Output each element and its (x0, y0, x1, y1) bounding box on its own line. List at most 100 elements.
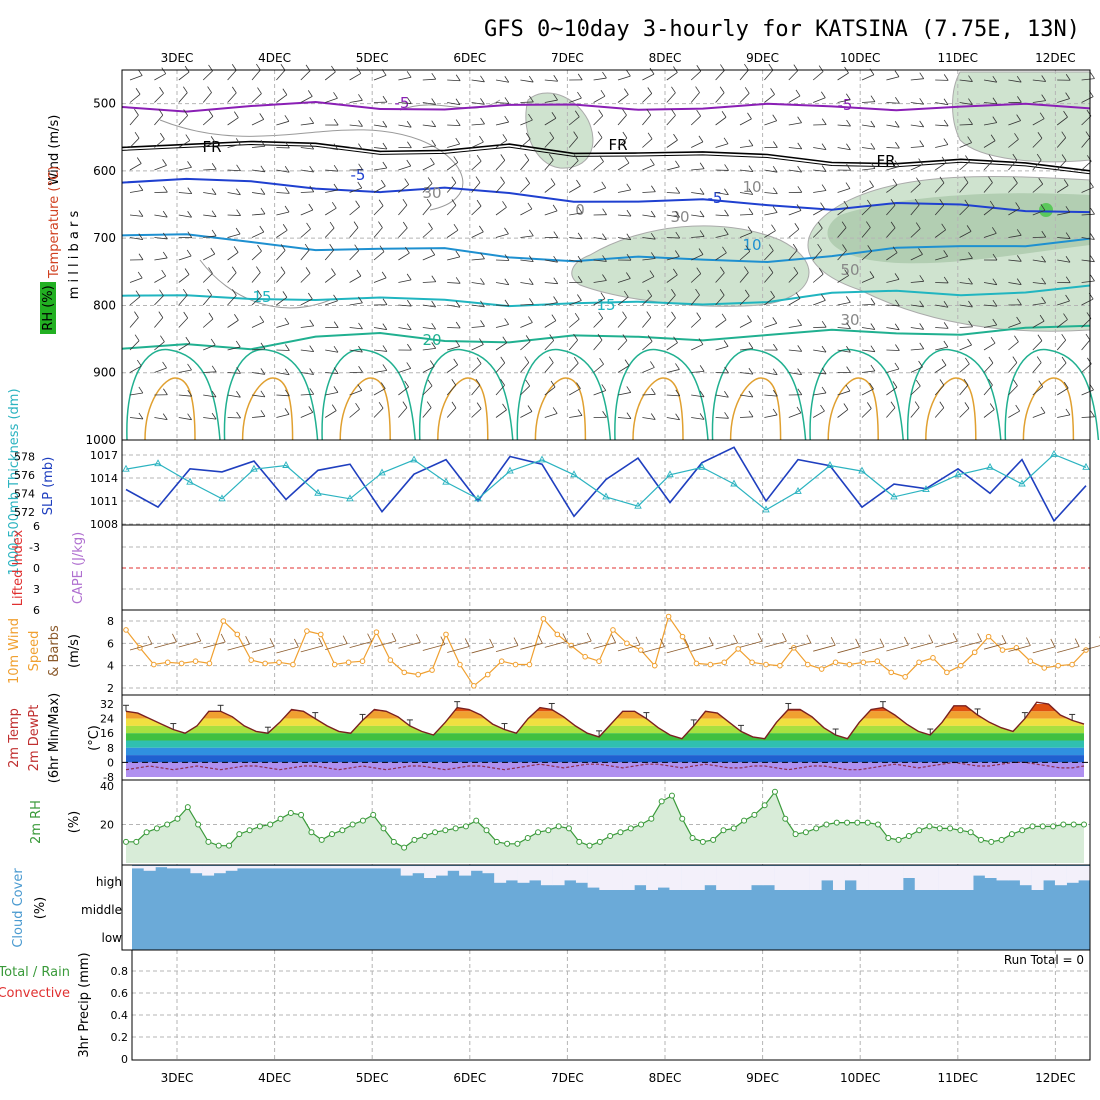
wind-speed-marker (818, 666, 825, 672)
wind-barb-shaft (934, 182, 945, 193)
surface-wind-barb (227, 643, 250, 651)
surface-wind-barb-flag (904, 636, 909, 646)
wind-barb-shaft (861, 186, 874, 193)
wind-barb-flag (577, 409, 583, 416)
rh-marker (936, 825, 943, 832)
contour-label: FR (608, 136, 627, 154)
wind-barb-shaft (642, 341, 653, 351)
wind-barb-shaft (495, 342, 508, 351)
surface-wind-barb (983, 642, 1007, 650)
wind-barb-flag (647, 132, 653, 140)
wind-barb-flag (455, 74, 461, 81)
wind-barb-flag (402, 198, 408, 206)
wind-barb-shaft (544, 184, 556, 193)
wind-barb-flag (675, 160, 680, 168)
rh-marker (123, 838, 129, 845)
wind-barb-flag (992, 97, 998, 104)
wind-barb-shaft (690, 318, 701, 328)
surface-wind-barb (715, 642, 738, 650)
wind-barb-shaft (666, 274, 678, 283)
thickness-marker (1082, 462, 1090, 470)
surface-wind-barb (788, 642, 811, 650)
temp-tick-label: 0 (107, 756, 114, 769)
boundary-contour (144, 377, 196, 441)
wind-barb-shaft (300, 147, 314, 150)
wind-barb-shaft (202, 318, 214, 328)
wind-barb-flag (675, 363, 680, 370)
wind-barb-shaft (520, 341, 531, 351)
wind-barb-flag (504, 97, 510, 104)
wind-barb-flag (990, 134, 996, 141)
wind-barb-shaft (398, 165, 411, 171)
surface-wind-barb (520, 642, 543, 650)
wind-barb-flag (772, 165, 778, 173)
rh-marker (535, 829, 542, 836)
wind-barb-shaft (739, 118, 752, 126)
cloud-high-gap (143, 866, 156, 871)
wind-barb-flag (577, 255, 583, 263)
wind-speed-marker (637, 647, 644, 653)
wind-barb-shaft (349, 73, 362, 81)
wind-barb-shaft (788, 95, 801, 103)
wind-barb-shaft (227, 70, 237, 81)
wind-barb-flag (722, 246, 727, 254)
wind-barb-shaft (325, 189, 339, 193)
rh-marker (782, 815, 789, 822)
wind-barb-shaft (1056, 319, 1068, 328)
wind-barb-flag (210, 136, 216, 143)
wind-barb-flag (455, 137, 461, 145)
surface-wind-barb-flag (1001, 635, 1007, 644)
thickness-marker (634, 501, 642, 509)
wind-barb-flag (427, 177, 433, 184)
wind-speed-marker (582, 653, 588, 660)
thickness-marker (602, 492, 610, 500)
wind-barb-shaft (1008, 362, 1018, 373)
surface-wind-barb-flag (660, 638, 665, 647)
wind-barb-flag (453, 358, 459, 366)
wind-barb-shaft (276, 413, 290, 418)
wind-barb-flag (502, 134, 508, 141)
bottom-date-label: 5DEC (356, 1071, 389, 1085)
wind-barb-flag (943, 322, 949, 329)
wind-barb-flag (916, 177, 921, 184)
wind-barb-shaft (495, 324, 509, 328)
wind-barb-shaft (447, 256, 460, 261)
wind-barb-shaft (739, 416, 754, 418)
rh-marker (668, 792, 675, 799)
wind-barb-flag (427, 379, 433, 387)
surface-wind-barb (251, 645, 275, 653)
wind-barb-flag (622, 131, 628, 139)
wind-barb-flag (671, 311, 676, 319)
temp-line (125, 701, 1085, 740)
wind-speed-marker (971, 649, 978, 656)
wind-barb-flag (553, 255, 558, 263)
wind-barb-shaft (422, 304, 436, 308)
wind-barb-flag (380, 179, 386, 187)
cloud-level-label: low (102, 931, 123, 945)
wind-barb-shaft (959, 257, 973, 261)
wind-barb-flag (675, 413, 680, 420)
wind-barb-shaft (642, 417, 656, 420)
wind-barb-shaft (276, 229, 288, 238)
wind-barb-shaft (276, 372, 290, 376)
wind-barb-flag (406, 273, 412, 281)
wind-barb-shaft (788, 249, 798, 261)
wind-barb-flag (259, 113, 265, 120)
rh-marker (967, 829, 974, 836)
wind-barb-shaft (495, 362, 506, 373)
wind-speed-marker (651, 662, 658, 669)
wind-barb-flag (406, 159, 412, 167)
surface-wind-barb-flag (733, 634, 738, 644)
cloud-high-gap (307, 866, 320, 869)
slp-label: SLP (mb) (41, 457, 56, 516)
cloud-high-gap (377, 866, 390, 869)
wind-barb-shaft (1081, 318, 1092, 328)
wind-barb-shaft (300, 249, 310, 261)
thickness-tick-label: 572 (14, 506, 35, 519)
wind-barb-flag (1038, 177, 1044, 185)
wind-barb-flag (647, 289, 653, 297)
wind-barb-shaft (813, 190, 827, 193)
wind-barb-shaft (300, 372, 314, 375)
cloud-high-gap (132, 866, 144, 869)
wind-barb-shaft (788, 324, 802, 328)
